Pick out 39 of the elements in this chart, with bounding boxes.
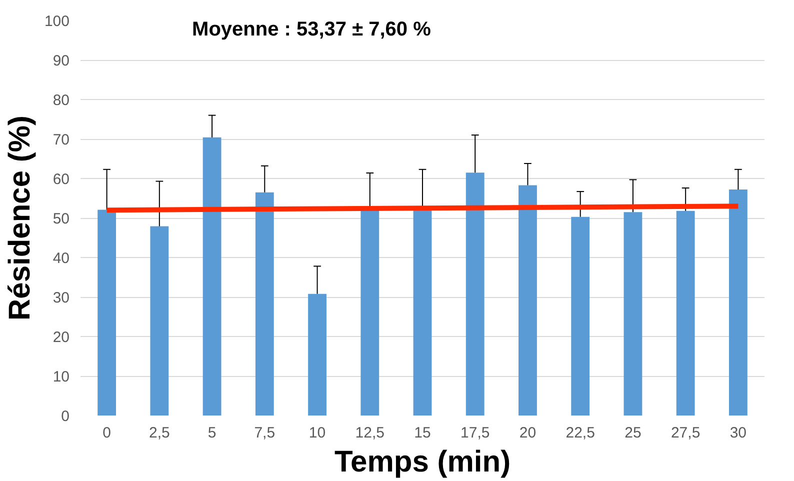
x-tick-label: 20 — [519, 424, 536, 442]
x-tick-label: 25 — [624, 424, 642, 442]
y-tick-label: 60 — [52, 171, 70, 188]
y-tick-label: 70 — [52, 132, 70, 148]
y-tick-label: 20 — [52, 329, 70, 346]
bar — [676, 210, 695, 416]
x-tick-label: 17,5 — [460, 424, 490, 442]
y-tick-label: 80 — [52, 92, 70, 109]
bar — [466, 172, 484, 416]
bar — [308, 294, 326, 416]
x-tick-label: 30 — [730, 424, 747, 442]
bar — [255, 192, 274, 416]
bar — [98, 210, 116, 416]
bar — [150, 226, 169, 416]
x-tick-label: 27,5 — [670, 424, 700, 442]
x-tick-label: 22,5 — [566, 424, 595, 442]
y-tick-label: 90 — [52, 52, 70, 70]
y-tick-label: 30 — [52, 290, 70, 306]
x-tick-label: 15 — [414, 424, 431, 442]
annotation: Moyenne : 53,37 ± 7,60 % — [192, 18, 432, 40]
y-tick-label: 10 — [52, 368, 70, 386]
bar — [518, 185, 537, 416]
x-tick-label: 5 — [208, 424, 216, 442]
y-axis-title: Résidence (%) — [3, 115, 36, 321]
bar — [202, 137, 222, 416]
x-tick-label: 2,5 — [148, 424, 170, 442]
y-tick-label: 40 — [52, 250, 70, 267]
x-tick-label: 10 — [308, 424, 326, 442]
bar — [571, 216, 590, 416]
x-tick-label: 7,5 — [254, 424, 276, 442]
y-tick-label: 100 — [44, 13, 70, 30]
bar — [624, 212, 642, 416]
y-tick-label: 50 — [52, 210, 70, 228]
x-tick-label: 0 — [102, 424, 111, 442]
bar — [360, 210, 380, 416]
x-tick-label: 12,5 — [355, 424, 384, 442]
x-axis-title: Temps (min) — [334, 446, 511, 478]
y-tick-label: 0 — [61, 408, 70, 425]
bar — [728, 190, 748, 416]
